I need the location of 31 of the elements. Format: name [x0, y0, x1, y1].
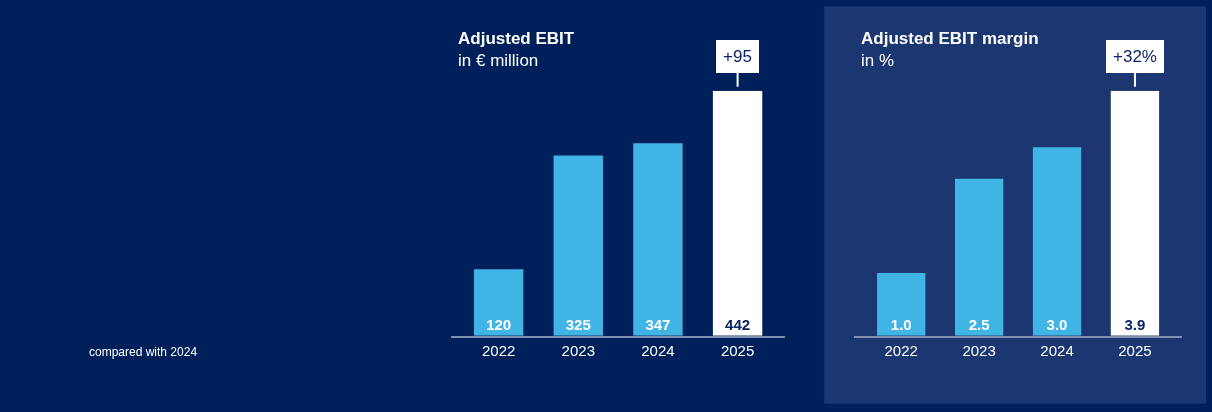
x-tick-label: 2022 [884, 341, 918, 359]
x-tick-label: 2023 [561, 341, 595, 359]
bar [473, 269, 524, 336]
annotation: +95 [723, 47, 752, 66]
chart-subtitle: in € million [458, 51, 539, 71]
data-label: 1.0 [890, 315, 912, 333]
chart-title: Adjusted EBIT [458, 29, 575, 48]
chart-subtitle: in % [861, 51, 895, 71]
bar [1110, 90, 1160, 336]
data-label: 2.5 [968, 315, 990, 333]
bar [712, 90, 763, 336]
x-tick-label: 2022 [481, 341, 516, 359]
x-tick-label: 2024 [641, 341, 675, 359]
data-label: 3.0 [1046, 315, 1068, 333]
x-tick-label: 2023 [962, 341, 996, 359]
bar [954, 178, 1004, 336]
x-tick-label: 2025 [1118, 341, 1152, 359]
bar [553, 155, 603, 336]
data-label: 325 [565, 315, 591, 333]
x-tick-label: 2025 [720, 341, 755, 359]
data-label: 3.9 [1124, 315, 1146, 333]
data-label: 120 [486, 315, 512, 333]
bar [633, 143, 683, 336]
data-label: 347 [645, 315, 671, 333]
text: compared with 2024 [89, 345, 198, 359]
chart-title: Adjusted EBIT margin [861, 29, 1039, 48]
annotation: +32% [1113, 47, 1157, 66]
x-tick-label: 2024 [1040, 341, 1074, 359]
data-label: 442 [725, 315, 751, 333]
bar [1032, 147, 1082, 336]
bar [877, 272, 926, 336]
